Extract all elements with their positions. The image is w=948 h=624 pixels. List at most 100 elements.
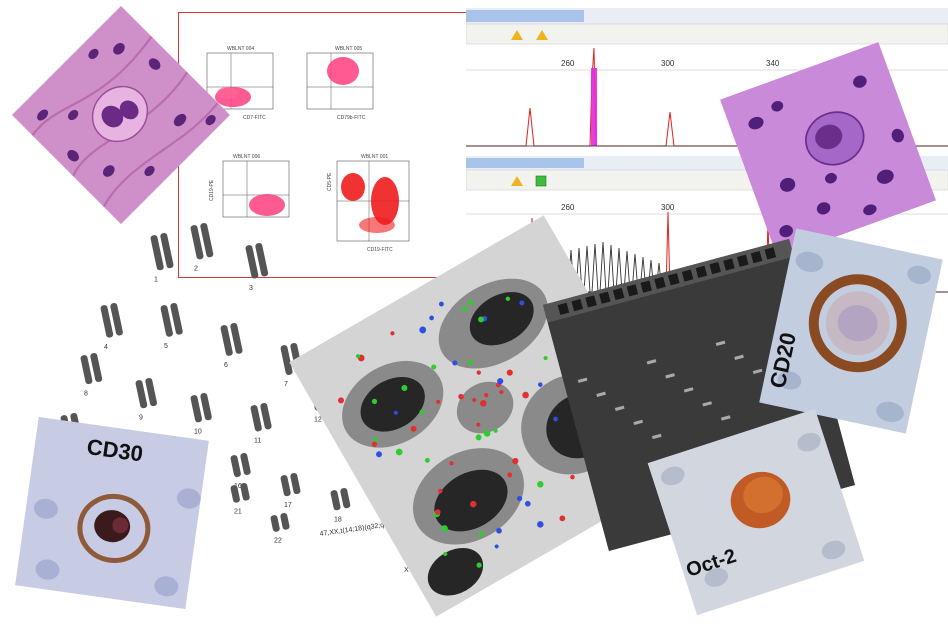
fish-signal	[506, 369, 513, 376]
chromosome-number: 18	[334, 516, 342, 523]
fish-signal	[476, 370, 481, 375]
gel-band	[614, 405, 625, 412]
chromosome-number: 12	[314, 417, 322, 424]
electropherogram-traces: 260 300 340 260 300	[466, 8, 948, 293]
gel-well	[737, 254, 749, 267]
gel-band	[596, 391, 606, 397]
fish-signal	[419, 326, 427, 334]
gel-well	[612, 287, 625, 301]
warning-icon	[511, 30, 523, 40]
fish-signal	[376, 451, 382, 458]
fish-signal	[429, 315, 434, 321]
fish-signal	[467, 360, 473, 366]
fish-signal	[470, 500, 477, 508]
ok-icon	[535, 175, 547, 187]
gel-band	[577, 377, 588, 383]
fish-signal	[478, 316, 484, 323]
ihc-cd20-image: CD20	[759, 228, 943, 434]
fish-signal	[443, 551, 448, 557]
chromosome-number: 1	[154, 277, 158, 284]
flow-cytometry-plots: WBLNT 004 CD7-FITC WBLNT 005 CD79b-FITC …	[206, 46, 410, 253]
fish-signal	[438, 488, 443, 494]
fish-signal	[458, 393, 464, 400]
gel-well	[750, 250, 763, 264]
chromosome-number: 8	[84, 390, 88, 397]
chromosome-number: 16	[234, 483, 242, 490]
chromosome-pair: 17	[280, 473, 301, 509]
axis-tick: 260	[561, 203, 575, 212]
gel-well	[709, 262, 721, 275]
flow-panel-title: WBLNT 006	[233, 154, 260, 160]
fish-signal	[476, 422, 481, 427]
he-stain-image-right	[719, 41, 937, 259]
fish-signal	[543, 355, 548, 361]
chromosome-number: 17	[284, 502, 292, 509]
gel-well	[626, 284, 639, 297]
fish-signal	[519, 300, 525, 306]
gel-well	[723, 258, 735, 271]
fish-signal	[505, 296, 511, 302]
chromosome-pair: 11	[250, 403, 272, 445]
fish-signal	[410, 425, 417, 432]
fish-signal	[371, 441, 378, 447]
fish-signal	[338, 397, 345, 404]
fish-signal	[507, 472, 513, 478]
flow-panel-title: WBLNT 004	[227, 46, 254, 52]
axis-tick: 300	[661, 59, 675, 68]
ihc-cd30-image: CD30	[15, 416, 209, 610]
chromosome-pair: 21	[230, 483, 250, 516]
chromosome-pair: 5	[160, 303, 183, 350]
fish-signal	[371, 398, 378, 405]
chromosome-pair: 16	[230, 453, 251, 490]
chromosome-number: X	[404, 567, 409, 574]
fish-signal	[452, 360, 458, 366]
chromosome-pair: 22	[270, 513, 290, 545]
gel-band	[646, 359, 657, 365]
warning-icon	[536, 30, 548, 40]
fish-signal	[516, 495, 523, 502]
flow-panel-ylabel: CD5-PE	[327, 172, 333, 191]
he-stain-image-left	[12, 6, 230, 224]
fish-signal	[537, 382, 543, 387]
fish-signal	[494, 544, 499, 549]
gel-band	[702, 401, 713, 407]
flow-panel-xlabel: CD7-FITC	[243, 115, 266, 121]
chromosome-pair: 3	[245, 243, 269, 292]
chromosome-pair: 10	[190, 393, 212, 436]
chromosome-number: 11	[254, 438, 261, 445]
fish-signal	[537, 521, 544, 528]
gel-band	[633, 419, 644, 426]
fish-signal	[499, 389, 504, 395]
gel-well	[571, 299, 583, 312]
chromosome-pair: 18	[330, 488, 351, 523]
fish-signal	[524, 500, 531, 507]
fish-signal	[475, 434, 482, 441]
warning-icon	[511, 176, 523, 186]
gel-well	[640, 280, 652, 293]
flow-panel-xlabel: CD19-FITC	[367, 247, 393, 253]
chromosome-number: 4	[104, 344, 108, 351]
gel-band	[752, 368, 763, 375]
gel-band	[720, 415, 731, 421]
fish-signal	[493, 428, 498, 433]
fish-signal	[522, 391, 529, 399]
gel-well	[599, 291, 611, 304]
fish-signal	[401, 384, 408, 392]
chromosome-pair: 8	[80, 353, 103, 397]
chromosome-pair: 6	[220, 323, 243, 369]
fish-signal	[559, 515, 566, 522]
chromosome-pair: 2	[190, 223, 214, 273]
gel-well	[654, 276, 666, 290]
fish-signal	[449, 461, 454, 466]
fish-signal	[537, 481, 544, 488]
fish-signal	[424, 457, 430, 463]
flow-panel-xlabel: CD79b-FITC	[337, 115, 366, 121]
fish-signal	[436, 399, 441, 404]
fish-signal	[483, 430, 491, 437]
chromosome-number: 5	[164, 343, 168, 350]
fish-signal	[355, 354, 361, 359]
axis-tick: 260	[561, 59, 575, 68]
chromosome-pair: 4	[100, 303, 123, 351]
gel-band	[715, 340, 726, 346]
chromosome-number: 10	[194, 429, 202, 436]
